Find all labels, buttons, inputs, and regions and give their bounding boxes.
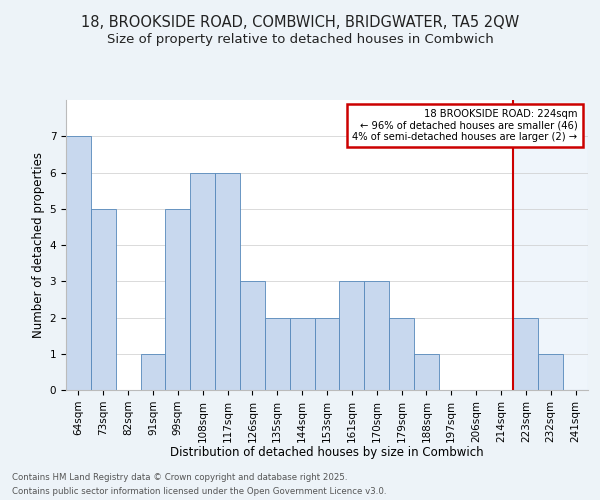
Bar (514, 318, 538, 390)
Bar (538, 354, 563, 390)
Bar (66, 136, 91, 390)
Text: Size of property relative to detached houses in Combwich: Size of property relative to detached ho… (107, 32, 493, 46)
Y-axis label: Number of detached properties: Number of detached properties (32, 152, 46, 338)
Bar (240, 281, 265, 390)
X-axis label: Distribution of detached houses by size in Combwich: Distribution of detached houses by size … (170, 446, 484, 459)
Bar (364, 281, 389, 390)
Bar (389, 318, 414, 390)
Text: Contains HM Land Registry data © Crown copyright and database right 2025.: Contains HM Land Registry data © Crown c… (12, 472, 347, 482)
Bar (166, 209, 190, 390)
Bar (265, 318, 290, 390)
Bar (290, 318, 314, 390)
Bar (314, 318, 340, 390)
Text: Contains public sector information licensed under the Open Government Licence v3: Contains public sector information licen… (12, 488, 386, 496)
Bar (215, 172, 240, 390)
Text: 18 BROOKSIDE ROAD: 224sqm
← 96% of detached houses are smaller (46)
4% of semi-d: 18 BROOKSIDE ROAD: 224sqm ← 96% of detac… (352, 108, 578, 142)
Bar (414, 354, 439, 390)
Bar (91, 209, 116, 390)
Bar (190, 172, 215, 390)
Bar (140, 354, 166, 390)
Bar (514, 100, 588, 390)
Bar (340, 281, 364, 390)
Text: 18, BROOKSIDE ROAD, COMBWICH, BRIDGWATER, TA5 2QW: 18, BROOKSIDE ROAD, COMBWICH, BRIDGWATER… (81, 15, 519, 30)
